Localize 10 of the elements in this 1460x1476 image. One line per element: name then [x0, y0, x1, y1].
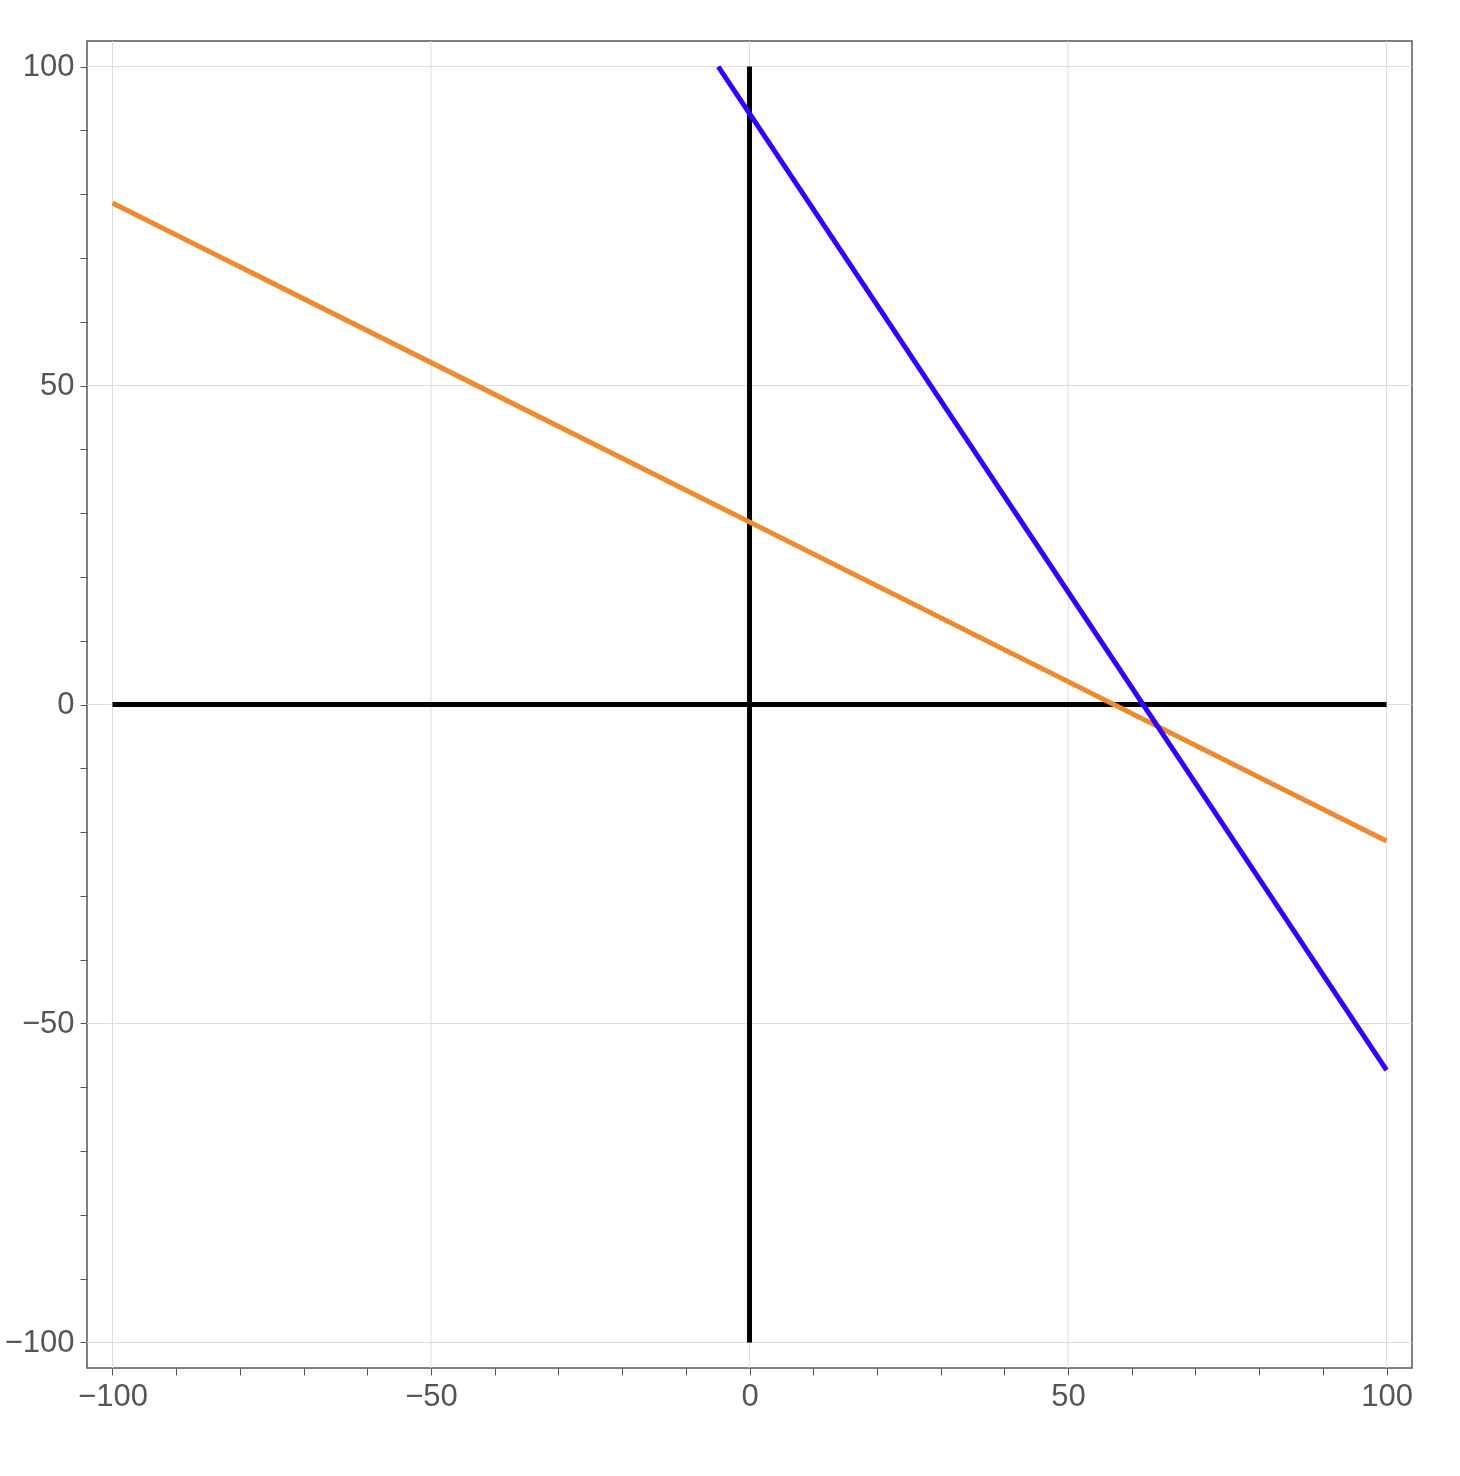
y-tick-label: 100 [22, 48, 75, 84]
x-tick-label: −50 [405, 1377, 458, 1413]
x-tick-label: 0 [741, 1377, 759, 1413]
x-tick-label: −100 [78, 1377, 148, 1413]
x-tick-label: 100 [1361, 1377, 1413, 1413]
y-tick-label: 50 [40, 367, 75, 403]
y-tick-label: −100 [4, 1323, 75, 1359]
y-tick-label: 0 [57, 686, 75, 721]
y-tick-label: −50 [21, 1004, 75, 1040]
x-tick-label: 50 [1051, 1377, 1086, 1413]
